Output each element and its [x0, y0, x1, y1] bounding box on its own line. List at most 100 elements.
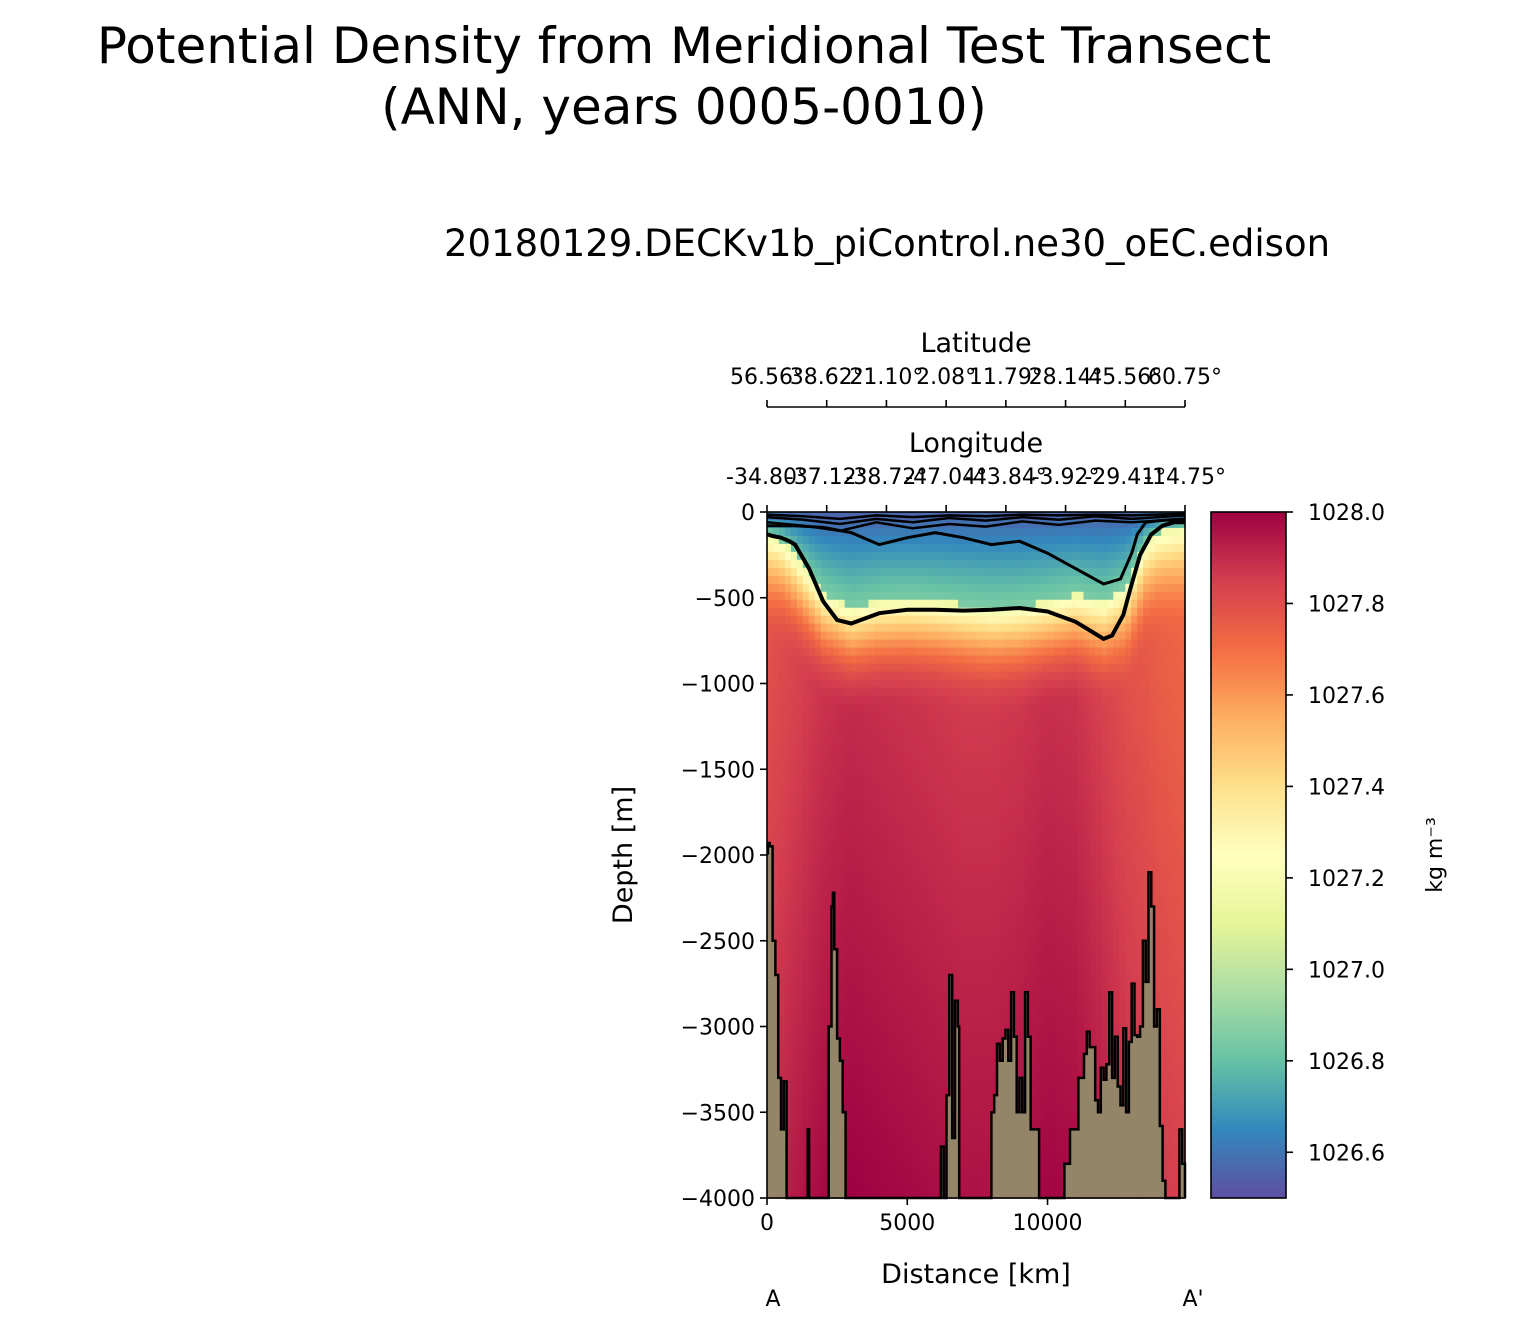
density-cell	[970, 831, 977, 840]
density-cell	[1077, 743, 1085, 753]
density-cell	[981, 902, 989, 912]
density-cell	[922, 862, 929, 872]
density-cell	[904, 767, 912, 776]
density-cell	[808, 543, 816, 553]
density-cell	[981, 1094, 989, 1103]
density-cell	[916, 679, 923, 689]
density-cell	[874, 942, 882, 952]
density-cell	[856, 1046, 864, 1056]
density-cell	[898, 727, 906, 737]
density-cell	[767, 647, 774, 657]
density-cell	[1071, 799, 1079, 808]
density-cell	[808, 1150, 816, 1159]
density-cell	[826, 519, 834, 529]
density-cell	[1101, 775, 1109, 784]
density-cell	[850, 519, 858, 529]
density-cell	[886, 910, 894, 920]
density-cell	[808, 767, 816, 776]
density-cell	[820, 1150, 828, 1159]
density-cell	[1077, 687, 1085, 697]
density-cell	[1035, 623, 1043, 633]
density-cell	[916, 1142, 923, 1151]
density-cell	[767, 775, 774, 784]
density-cell	[862, 1118, 870, 1127]
density-cell	[910, 878, 917, 888]
density-cell	[1029, 575, 1037, 585]
density-cell	[808, 551, 816, 561]
density-cell	[922, 711, 929, 721]
density-cell	[958, 855, 965, 864]
density-cell	[784, 855, 792, 864]
density-cell	[778, 910, 786, 920]
density-cell	[832, 711, 840, 721]
density-cell	[940, 1094, 947, 1103]
density-cell	[958, 583, 965, 593]
density-cell	[928, 631, 935, 641]
density-cell	[1035, 695, 1043, 705]
density-cell	[808, 1126, 816, 1135]
density-cell	[928, 855, 935, 864]
density-cell	[868, 767, 876, 776]
density-cell	[1071, 1062, 1079, 1072]
density-cell	[904, 855, 912, 864]
density-cell	[767, 671, 774, 681]
density-cell	[934, 695, 941, 705]
density-cell	[1047, 615, 1055, 625]
density-cell	[976, 1022, 983, 1032]
density-cell	[826, 695, 834, 705]
density-cell	[856, 886, 864, 896]
density-cell	[880, 615, 888, 625]
density-cell	[868, 719, 876, 729]
density-cell	[796, 1174, 804, 1183]
density-cell	[1059, 607, 1067, 617]
density-cell	[1095, 990, 1103, 1000]
density-cell	[964, 1078, 971, 1088]
density-cell	[1065, 775, 1073, 784]
density-cell	[964, 1102, 971, 1111]
density-cell	[862, 1022, 870, 1032]
density-cell	[958, 663, 965, 673]
density-cell	[958, 1094, 965, 1103]
density-cell	[820, 575, 828, 585]
density-cell	[922, 663, 929, 673]
density-cell	[1041, 647, 1049, 657]
density-cell	[1017, 663, 1025, 673]
density-cell	[790, 623, 798, 633]
density-cell	[1077, 974, 1085, 984]
density-cell	[999, 575, 1007, 585]
density-cell	[1107, 727, 1115, 737]
density-cell	[826, 615, 834, 625]
density-cell	[1017, 679, 1025, 689]
density-cell	[868, 926, 876, 936]
density-cell	[844, 855, 852, 864]
density-cell	[767, 695, 774, 705]
density-cell	[820, 894, 828, 904]
density-cell	[862, 551, 870, 561]
density-cell	[874, 663, 882, 673]
density-cell	[898, 1086, 906, 1096]
density-cell	[850, 831, 858, 840]
density-cell	[796, 1150, 804, 1159]
density-cell	[826, 926, 834, 936]
density-cell	[844, 1078, 852, 1088]
density-cell	[868, 1174, 876, 1183]
density-cell	[981, 735, 989, 745]
density-cell	[886, 711, 894, 721]
density-cell	[1083, 831, 1091, 840]
density-cell	[874, 711, 882, 721]
density-cell	[1077, 623, 1085, 633]
density-cell	[772, 926, 780, 936]
density-cell	[964, 663, 971, 673]
density-cell	[820, 663, 828, 673]
density-cell	[814, 655, 822, 665]
density-cell	[993, 775, 1001, 784]
density-cell	[1011, 791, 1019, 800]
density-cell	[820, 559, 828, 569]
density-cell	[946, 735, 953, 745]
density-cell	[790, 583, 798, 593]
density-cell	[1005, 535, 1013, 545]
density-cell	[958, 695, 965, 705]
density-cell	[1071, 775, 1079, 784]
density-cell	[993, 743, 1001, 753]
density-cell	[1041, 583, 1049, 593]
